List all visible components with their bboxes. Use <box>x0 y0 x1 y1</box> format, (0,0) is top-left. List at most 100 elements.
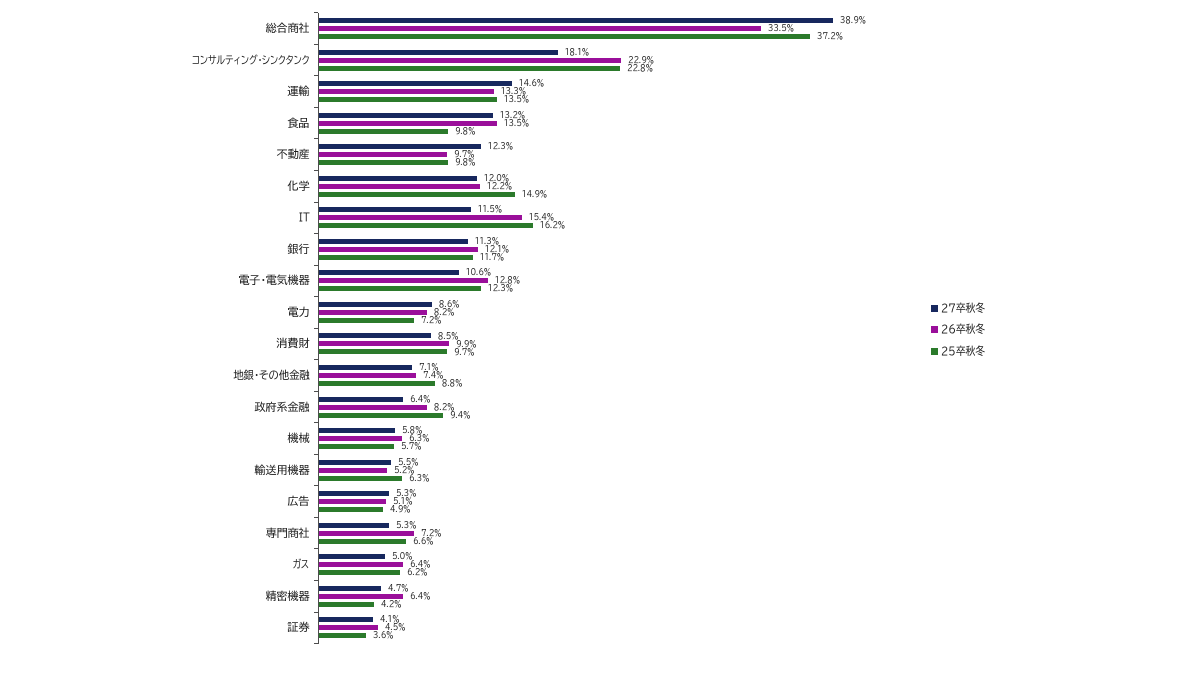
bar-26卒秋冬 <box>318 625 378 631</box>
category-label: 化学 <box>287 180 310 192</box>
value-label: 4.1% <box>379 615 400 625</box>
bar-27卒秋冬 <box>318 585 381 591</box>
bar-27卒秋冬 <box>318 175 478 181</box>
value-label: 6.4% <box>410 560 431 570</box>
bar-26卒秋冬 <box>318 309 427 315</box>
category-label: 電子・電気機器 <box>238 275 310 287</box>
axis-tick <box>314 516 318 518</box>
value-label: 15.4% <box>529 213 555 223</box>
bar-26卒秋冬 <box>318 152 447 158</box>
axis-tick <box>314 233 318 235</box>
value-label: 12.1% <box>485 244 510 254</box>
bar-25卒秋冬 <box>318 286 482 292</box>
value-label: 8.5% <box>437 331 459 341</box>
bar-26卒秋冬 <box>318 278 488 284</box>
axis-tick <box>314 43 318 45</box>
bar-25卒秋冬 <box>318 97 497 103</box>
axis-tick <box>314 453 318 455</box>
bar-25卒秋冬 <box>318 223 533 229</box>
bar-27卒秋冬 <box>318 522 389 528</box>
value-label: 4.5% <box>384 623 406 633</box>
axis-tick <box>314 296 318 298</box>
bar-25卒秋冬 <box>318 128 449 134</box>
axis-tick <box>314 643 318 645</box>
value-label: 4.9% <box>390 505 411 515</box>
bar-27卒秋冬 <box>318 270 459 276</box>
bar-25卒秋冬 <box>318 349 447 355</box>
value-label: 16.2% <box>539 221 565 231</box>
value-label: 22.8% <box>626 63 653 73</box>
bar-26卒秋冬 <box>318 373 417 378</box>
axis-tick <box>314 580 318 582</box>
bar-25卒秋冬 <box>318 254 474 260</box>
value-label: 6.4% <box>410 394 431 404</box>
value-label: 13.5% <box>503 118 530 128</box>
value-label: 5.7% <box>400 442 422 452</box>
category-label: 不動産 <box>276 149 310 161</box>
value-label: 13.3% <box>501 87 527 97</box>
bar-27卒秋冬 <box>318 144 482 150</box>
category-label: 機械 <box>287 433 310 445</box>
value-label: 38.9% <box>839 16 866 26</box>
bar-25卒秋冬 <box>318 538 406 544</box>
bar-27卒秋冬 <box>318 18 833 24</box>
bar-27卒秋冬 <box>318 49 558 55</box>
bar-26卒秋冬 <box>318 436 402 442</box>
category-label: 電力 <box>287 306 310 318</box>
value-label: 8.2% <box>433 402 455 412</box>
bar-25卒秋冬 <box>318 412 443 418</box>
value-label: 3.6% <box>373 631 394 641</box>
axis-tick <box>314 12 318 14</box>
legend-label-series-3: 25卒秋冬 <box>941 345 986 357</box>
category-label: 広告 <box>287 496 310 508</box>
axis-tick <box>314 390 318 392</box>
axis-tick <box>314 170 318 171</box>
category-label: 輸送用機器 <box>254 464 310 476</box>
category-label: 運輸 <box>287 86 310 98</box>
value-label: 12.2% <box>486 181 512 191</box>
bar-27卒秋冬 <box>318 238 468 244</box>
bar-26卒秋冬 <box>318 499 386 505</box>
bar-25卒秋冬 <box>318 601 375 607</box>
category-label: 政府系金融 <box>254 401 310 413</box>
bar-26卒秋冬 <box>318 467 388 473</box>
axis-tick <box>314 359 318 361</box>
bar-26卒秋冬 <box>318 562 404 568</box>
value-label: 14.6% <box>518 79 544 89</box>
bar-26卒秋冬 <box>318 26 762 32</box>
axis-tick <box>314 611 318 613</box>
bar-27卒秋冬 <box>318 396 404 402</box>
bar-25卒秋冬 <box>318 570 401 576</box>
value-label: 5.3% <box>395 489 417 499</box>
value-label: 13.2% <box>500 110 526 120</box>
value-label: 8.6% <box>439 300 460 310</box>
value-label: 5.2% <box>394 465 415 475</box>
bar-25卒秋冬 <box>318 160 449 166</box>
bar-26卒秋冬 <box>318 404 427 410</box>
bar-27卒秋冬 <box>318 365 413 370</box>
bar-27卒秋冬 <box>318 554 385 560</box>
category-label: 銀行 <box>287 243 310 255</box>
bar-27卒秋冬 <box>318 617 373 623</box>
category-label: ガス <box>292 559 310 571</box>
value-label: 6.4% <box>410 591 431 601</box>
legend-item: 25卒秋冬 <box>931 344 991 358</box>
category-label: IT <box>299 212 310 224</box>
axis-tick <box>314 106 318 108</box>
value-label: 5.1% <box>392 497 413 507</box>
bar-25卒秋冬 <box>318 475 402 481</box>
value-label: 13.5% <box>503 95 530 105</box>
bar-26卒秋冬 <box>318 120 497 126</box>
value-label: 14.9% <box>522 189 548 199</box>
value-label: 8.2% <box>433 308 455 318</box>
category-label: 食品 <box>287 117 310 129</box>
axis-tick <box>314 548 318 550</box>
bar-25卒秋冬 <box>318 65 620 71</box>
legend-swatch-series-3 <box>931 347 938 355</box>
value-label: 37.2% <box>817 32 844 42</box>
bar-26卒秋冬 <box>318 89 495 95</box>
value-label: 9.7% <box>453 150 475 160</box>
value-label: 5.5% <box>398 457 419 467</box>
legend-item: 27卒秋冬 <box>931 301 991 315</box>
